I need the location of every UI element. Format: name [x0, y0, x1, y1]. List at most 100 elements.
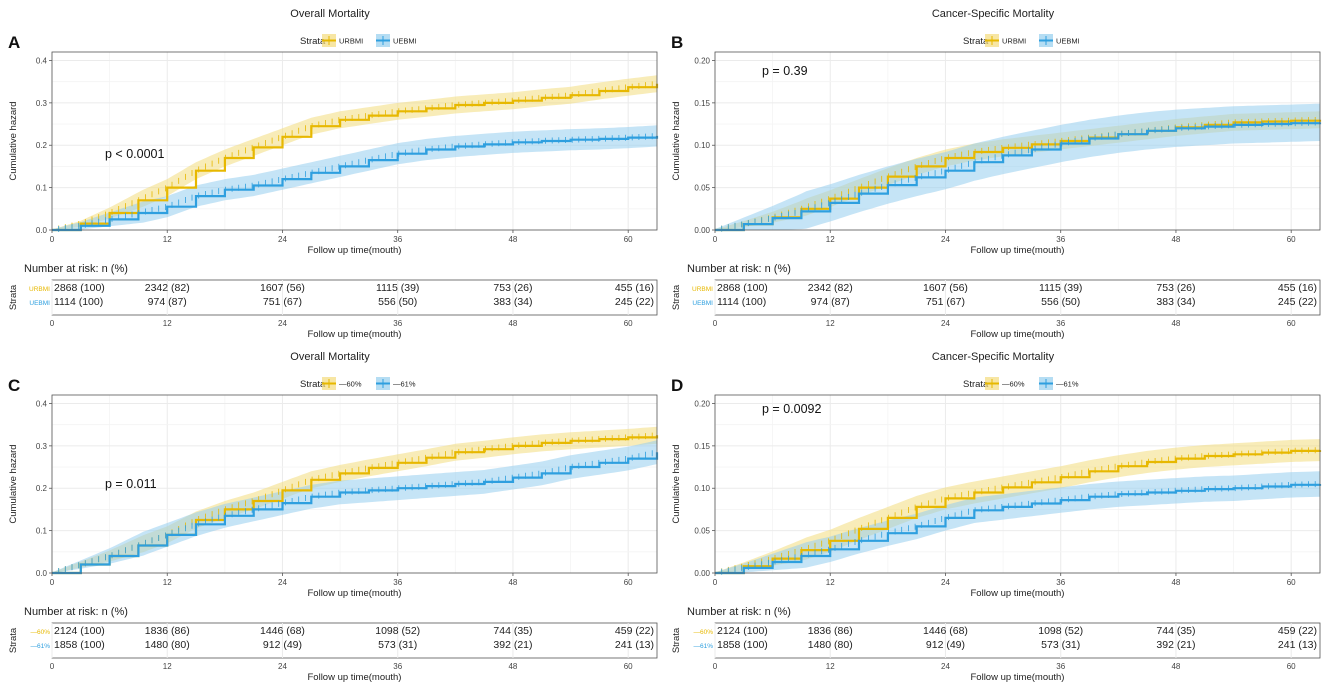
risk-cell: 912 (49) — [926, 639, 965, 651]
y-tick-label: 0.4 — [36, 399, 48, 408]
p-value: p = 0.011 — [105, 477, 157, 491]
risk-table-frame — [51, 279, 658, 316]
risk-strata-label: Strata — [8, 627, 19, 653]
risk-table-frame — [714, 622, 1321, 659]
legend-key-1 — [985, 34, 999, 47]
risk-table-frame — [51, 622, 658, 659]
y-axis-label: Cumulative hazard — [671, 444, 682, 523]
risk-table-title: Number at risk: n (%) — [24, 263, 128, 275]
risk-cell: 1115 (39) — [1039, 282, 1082, 294]
km-figure: C Overall Mortality Strata —60% —61% 0 12 24 36 4… — [8, 351, 659, 683]
x-tick-label: 12 — [163, 235, 172, 244]
risk-x-tick-label: 24 — [278, 319, 287, 328]
legend-title: Strata — [963, 36, 989, 47]
risk-cell: 1446 (68) — [923, 625, 968, 637]
x-axis: 0 12 24 36 48 60 Follow up time(mouth) — [50, 573, 633, 599]
risk-x-tick-label: 24 — [941, 662, 950, 671]
y-tick-label: 0.10 — [694, 141, 710, 150]
y-tick-label: 0.10 — [694, 484, 710, 493]
risk-cell: 2868 (100) — [54, 282, 105, 294]
risk-cell: 2868 (100) — [717, 282, 768, 294]
risk-x-tick-label: 60 — [1287, 662, 1296, 671]
y-axis: 0.00 0.05 0.10 0.15 0.20 Cumulative hazard — [671, 399, 715, 578]
panel-label: D — [671, 376, 683, 395]
risk-table-title: Number at risk: n (%) — [24, 606, 128, 618]
legend-title: Strata — [963, 379, 989, 390]
risk-cell: 556 (50) — [1041, 296, 1080, 308]
risk-cell: 2342 (82) — [145, 282, 190, 294]
risk-cell: 573 (31) — [378, 639, 417, 651]
risk-table: Number at risk: n (%) Strata —60% 2124 (100… — [671, 606, 1321, 683]
plot-area — [714, 394, 1322, 575]
y-tick-label: 0.00 — [694, 226, 710, 235]
risk-cell: 1836 (86) — [808, 625, 853, 637]
confidence-band-2 — [715, 471, 1320, 573]
risk-strata-label: Strata — [671, 627, 682, 653]
risk-cell: 1115 (39) — [376, 282, 419, 294]
risk-cell: 392 (21) — [493, 639, 532, 651]
x-axis-label: Follow up time(mouth) — [971, 588, 1065, 599]
risk-x-tick-label: 60 — [624, 319, 633, 328]
risk-cell: 744 (35) — [1156, 625, 1195, 637]
risk-cell: 455 (16) — [615, 282, 654, 294]
censor-marks-2 — [721, 481, 1316, 575]
risk-x-tick-label: 48 — [508, 319, 517, 328]
x-tick-label: 24 — [941, 235, 950, 244]
risk-cell: 1858 (100) — [717, 639, 768, 651]
risk-x-tick-label: 36 — [393, 319, 402, 328]
censor-marks-2 — [58, 133, 653, 232]
km-figure: A Overall Mortality Strata URBMI UEBMI 0 12 24 3… — [8, 8, 659, 340]
x-tick-label: 0 — [50, 578, 55, 587]
legend-title: Strata — [300, 379, 326, 390]
risk-cell: 1836 (86) — [145, 625, 190, 637]
y-tick-label: 0.0 — [36, 226, 48, 235]
y-tick-label: 0.15 — [694, 99, 710, 108]
x-tick-label: 24 — [941, 578, 950, 587]
y-tick-label: 0.3 — [36, 442, 48, 451]
risk-cell: 1114 (100) — [54, 296, 103, 308]
x-tick-label: 12 — [826, 578, 835, 587]
x-tick-label: 36 — [1056, 578, 1065, 587]
legend-label-1: URBMI — [339, 37, 363, 46]
panel-c: C Overall Mortality Strata —60% —61% 0 12 24 36 4… — [0, 343, 662, 686]
p-value: p = 0.39 — [762, 64, 808, 78]
curve-1 — [52, 83, 659, 232]
panel-b: B Cancer-Specific Mortality Strata URBMI UEB… — [663, 0, 1325, 343]
risk-x-axis-label: Follow up time(mouth) — [308, 329, 402, 340]
risk-cell: 2342 (82) — [808, 282, 853, 294]
risk-table-title: Number at risk: n (%) — [687, 263, 791, 275]
risk-x-tick-label: 48 — [508, 662, 517, 671]
curve-2 — [715, 483, 1322, 575]
risk-cell: 1480 (80) — [145, 639, 190, 651]
legend-label-2: UEBMI — [393, 37, 417, 46]
x-tick-label: 12 — [826, 235, 835, 244]
risk-strata-label: Strata — [671, 284, 682, 310]
chart-title: Cancer-Specific Mortality — [932, 8, 1055, 20]
x-tick-label: 24 — [278, 235, 287, 244]
risk-table-title: Number at risk: n (%) — [687, 606, 791, 618]
risk-x-tick-label: 36 — [393, 662, 402, 671]
legend-label-1: URBMI — [1002, 37, 1026, 46]
y-tick-label: 0.1 — [36, 184, 48, 193]
panel-label: B — [671, 33, 683, 52]
x-tick-label: 60 — [624, 235, 633, 244]
confidence-band-2 — [715, 103, 1320, 230]
censor-marks-2 — [58, 450, 653, 574]
y-axis-label: Cumulative hazard — [8, 444, 19, 523]
x-axis: 0 12 24 36 48 60 Follow up time(mouth) — [50, 230, 633, 256]
curve-2 — [715, 122, 1322, 232]
risk-x-tick-label: 0 — [50, 662, 55, 671]
risk-row-name: —61% — [693, 643, 713, 650]
y-tick-label: 0.15 — [694, 442, 710, 451]
risk-x-tick-label: 60 — [1287, 319, 1296, 328]
chart-title: Cancer-Specific Mortality — [932, 351, 1055, 363]
risk-cell: 573 (31) — [1041, 639, 1080, 651]
risk-cell: 392 (21) — [1156, 639, 1195, 651]
risk-cell: 241 (13) — [1278, 639, 1317, 651]
risk-row-name: URBMI — [692, 286, 713, 293]
chart-title: Overall Mortality — [290, 8, 370, 20]
risk-cell: 241 (13) — [615, 639, 654, 651]
y-tick-label: 0.05 — [694, 184, 710, 193]
x-tick-label: 36 — [393, 235, 402, 244]
risk-table-frame — [714, 279, 1321, 316]
